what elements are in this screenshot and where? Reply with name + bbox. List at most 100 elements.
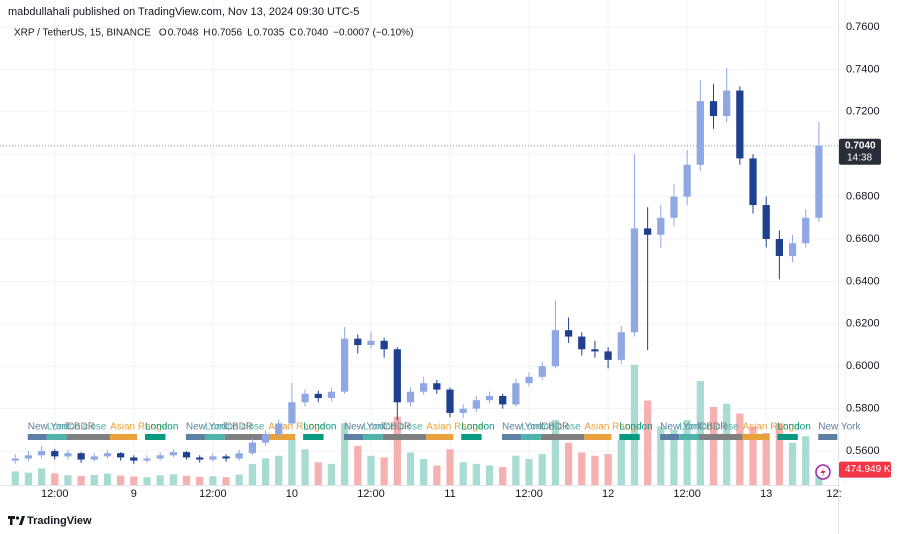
volume-bar xyxy=(340,423,349,485)
volume-bar xyxy=(644,400,652,485)
header: mabdullahali published on TradingView.co… xyxy=(8,6,359,18)
candle-body xyxy=(683,164,691,197)
session-label: CBDR xyxy=(67,422,95,433)
y-tick-label: 0.6800 xyxy=(846,190,880,202)
session-label: London xyxy=(303,422,336,433)
volume-bar xyxy=(51,473,59,485)
session-label: New York xyxy=(502,422,545,433)
candle-body xyxy=(288,402,296,424)
volume-bar xyxy=(77,475,85,485)
candle-body xyxy=(393,349,401,403)
x-tick-label: 11 xyxy=(444,488,455,500)
candle-body xyxy=(630,228,639,333)
candle-body xyxy=(117,453,125,458)
grid xyxy=(0,0,846,485)
candle-body xyxy=(644,228,652,235)
volume-bar xyxy=(736,413,744,485)
candle-body xyxy=(709,101,718,117)
candle-body xyxy=(578,336,586,350)
candle-body xyxy=(485,395,494,401)
volume-bar xyxy=(657,426,665,485)
session-strip xyxy=(742,434,770,440)
volume-bar xyxy=(314,462,322,485)
labels: 0.5600 0.5800 0.6000 0.6200 0.6400 0.6600 0.68… xyxy=(41,21,891,500)
volume-bar xyxy=(762,433,770,485)
candle-body xyxy=(301,393,309,403)
candle-body xyxy=(235,453,243,459)
volume-bar xyxy=(525,459,533,485)
y-tick-label: 0.5800 xyxy=(846,403,880,415)
volume-bar xyxy=(275,455,283,485)
session-label: London close xyxy=(679,422,739,433)
x-tick-label: 12:00 xyxy=(515,488,543,500)
logo-v xyxy=(19,516,25,525)
candle-body xyxy=(788,243,797,256)
volume-tag xyxy=(839,461,891,478)
candle-body xyxy=(196,457,204,460)
candle-body xyxy=(775,239,783,256)
x-tick-label: 12:00 xyxy=(199,488,227,500)
volume-bar xyxy=(367,455,375,485)
session-label: CBDR xyxy=(699,422,727,433)
session-strip xyxy=(204,434,225,440)
session-strip xyxy=(818,434,838,440)
volume-bar xyxy=(591,455,599,485)
candle-body xyxy=(64,453,72,457)
axes xyxy=(0,0,839,534)
volume-bar xyxy=(90,474,98,485)
y-tick-label: 0.7200 xyxy=(846,106,880,118)
volume-bar xyxy=(802,436,810,485)
session-label: London xyxy=(619,422,652,433)
session-strip xyxy=(461,434,482,440)
volume-bar xyxy=(235,474,243,485)
volume-bar xyxy=(459,462,467,485)
footer-logo xyxy=(8,516,25,525)
volume-bar xyxy=(406,452,415,485)
legend-value: 0.7035 xyxy=(254,28,285,39)
lightning-icon xyxy=(815,464,831,480)
volume-bar xyxy=(578,452,586,485)
y-tick-label: 0.7400 xyxy=(846,63,880,75)
x-tick-label: 9 xyxy=(131,488,137,500)
volume-bar xyxy=(354,446,362,485)
candle-body xyxy=(261,434,270,443)
y-tick-label: 0.6400 xyxy=(846,275,880,287)
candle-body xyxy=(222,456,230,459)
candle-body xyxy=(657,217,665,235)
candle-body xyxy=(762,205,770,240)
volume-bar xyxy=(143,477,151,485)
session-strip xyxy=(145,434,166,440)
x-tick-label: 12:00 xyxy=(41,488,69,500)
volume-bar xyxy=(630,364,639,485)
session-strip xyxy=(27,434,47,440)
candle-body xyxy=(564,330,573,337)
volume-bar xyxy=(670,429,678,485)
volume-bar xyxy=(37,468,46,485)
volume-bar xyxy=(551,420,560,485)
y-tick-label: 0.7600 xyxy=(846,21,880,33)
legend-key: L xyxy=(247,28,253,39)
candle-body xyxy=(802,217,810,244)
candle-body xyxy=(143,458,151,461)
candle-body xyxy=(499,395,507,405)
last-price-tag xyxy=(839,138,881,165)
candle-body xyxy=(11,458,19,461)
volume-bar xyxy=(380,457,388,485)
session-strip xyxy=(777,434,798,440)
volume-bar xyxy=(538,454,546,485)
volume-bar xyxy=(301,449,309,485)
session-label: New York xyxy=(28,422,71,433)
candle-body xyxy=(723,90,731,117)
volume-bar xyxy=(64,475,72,485)
session-label: Asian Range xyxy=(742,422,800,433)
y-tick-label: 0.5600 xyxy=(846,445,880,457)
logo-dot xyxy=(15,516,20,520)
volume-bar xyxy=(103,473,112,485)
session-strip xyxy=(363,434,383,440)
y-tick-label: 0.6200 xyxy=(846,318,880,330)
volume-bar xyxy=(393,416,401,485)
candle-body xyxy=(815,145,823,218)
volume-bar xyxy=(130,476,138,485)
volume-tag-label: 474.949 K xyxy=(845,464,891,475)
